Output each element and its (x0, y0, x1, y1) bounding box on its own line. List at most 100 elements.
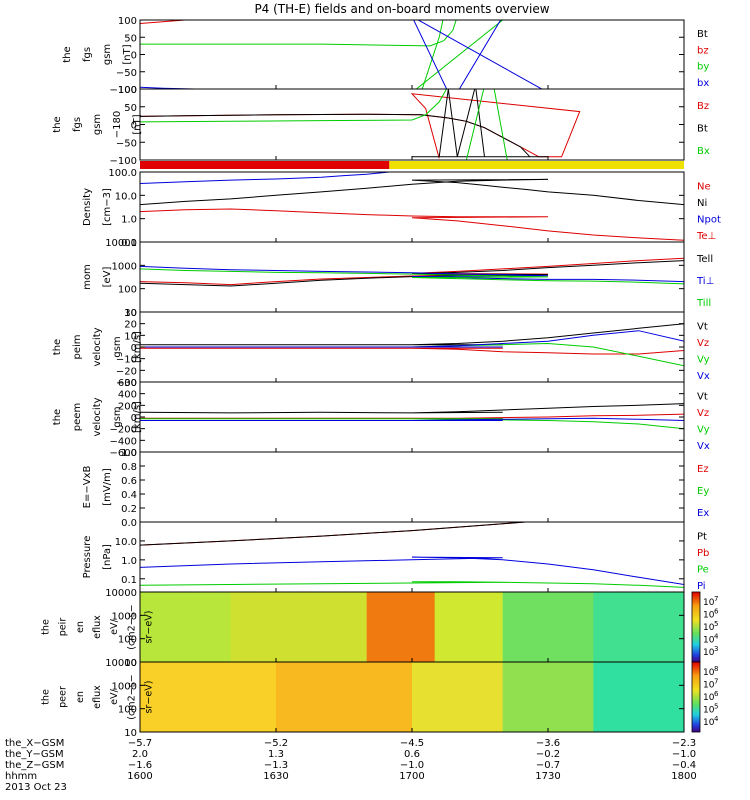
y-tick-label: 50 (124, 33, 137, 44)
y-axis-label-line: en (75, 621, 86, 633)
y-axis-label-line: E=−VxB (82, 466, 93, 509)
series-group (140, 257, 684, 287)
colorbar-peir_spec (691, 591, 701, 663)
y-tick-label: −100 (110, 156, 137, 167)
legend-entry: Bt (697, 29, 708, 40)
colorbar-tick-exp: 3 (714, 645, 718, 653)
y-axis-label: E=−VxB [mV/m] (82, 466, 113, 509)
y-tick-label: 30 (124, 308, 137, 319)
series-line-by (140, 20, 504, 89)
figure-title: P4 (TH-E) fields and on-board moments ov… (254, 2, 549, 16)
panel-fgs: Bt bz by bx 100 50 0 −50 −100 the fgs gsm [nT] (62, 16, 709, 96)
legend-entry: Vx (697, 441, 710, 452)
legend-entry: Vt (697, 321, 708, 332)
y-axis-label-line: sr−eV) (143, 610, 154, 643)
heatmap-cell (276, 662, 413, 732)
x-axis-row-label: the_Y−GSM (5, 749, 64, 760)
y-axis-label-line: (cm2−s− (126, 604, 137, 649)
legend-entry: Vt (697, 391, 708, 402)
legend-entry: Till (696, 298, 711, 309)
series-line-Pi (140, 556, 684, 586)
colorbar-tick-exp: 4 (714, 633, 719, 641)
y-tick-label: 10000 (105, 588, 137, 599)
legend-entry: Tell (696, 254, 713, 265)
y-tick-label: 10.0 (115, 191, 137, 202)
colorbar-tick-exp: 5 (714, 620, 718, 628)
y-tick-label: 0.6 (121, 476, 137, 487)
y-axis-label-line: velocity (92, 327, 103, 366)
y-tick-label: −10 (116, 355, 137, 366)
x-axis-tick-value: −1.0 (672, 749, 696, 760)
legend-entry: Ne (697, 181, 711, 192)
y-axis-label-line: [km/s] (132, 401, 143, 433)
y-tick-label: 100 (118, 16, 137, 27)
y-tick-label: 50 (124, 103, 137, 114)
y-axis-label-line: eV/ (109, 688, 120, 704)
colorbar-tick-base: 10 (703, 623, 715, 633)
y-tick-label: −200 (110, 425, 137, 436)
x-axis-tick-value: 1800 (671, 771, 696, 782)
y-axis-label-line: eV/ (109, 618, 120, 634)
y-tick-label: 100 (118, 85, 137, 96)
y-axis-label-line: eflux (92, 615, 103, 639)
series-line-Vy (140, 341, 684, 367)
panel-frame (139, 88, 685, 161)
heatmap-cell (502, 592, 594, 662)
y-axis-label: mom [eV] (82, 264, 113, 290)
series-line-Bt (140, 89, 548, 158)
series-line-Vx (140, 330, 684, 348)
y-axis-label-line: peem (72, 403, 83, 431)
colorbar-tick-exp: 5 (714, 703, 718, 711)
series-group (140, 522, 684, 588)
series-line-Tell (140, 260, 684, 287)
x-axis-tick-value: 1600 (127, 771, 152, 782)
legend-entry: Vz (697, 338, 709, 349)
y-axis-label: the peim velocity gsm [km/s] (52, 327, 143, 366)
series-line-Pe (140, 580, 684, 588)
x-axis-tick-value: −5.2 (264, 738, 288, 749)
colorbar-tick-exp: 8 (714, 665, 718, 673)
y-axis-label-line: the (52, 409, 63, 425)
series-group (140, 400, 684, 430)
panel-frame (139, 171, 685, 243)
series-line-Ti⊥ (140, 265, 684, 283)
y-tick-label: 0.8 (121, 462, 137, 473)
y-tick-label: 100 (118, 635, 137, 646)
legend-entry: Bx (697, 146, 710, 157)
heatmap-cell (434, 592, 504, 662)
x-axis-tick-value: −1.3 (264, 760, 288, 771)
legend-entry: Ez (697, 464, 709, 475)
panel-temperature: Tell Ti⊥ Till 10000 1000 100 10 mom [eV] (82, 238, 714, 319)
x-axis-labels: the_X−GSM −5.7 −5.2 −4.5 −3.6 −2.3 the_Y−GSM 2.… (5, 738, 697, 793)
y-tick-label: −400 (110, 436, 137, 447)
y-tick-label: 10 (124, 308, 137, 319)
y-tick-label: 1000 (112, 611, 137, 622)
legend-entry: Ex (697, 508, 709, 519)
series-line-Ni (140, 178, 684, 206)
series-line-Vz (140, 411, 684, 419)
x-axis-tick-value: −4.5 (400, 738, 424, 749)
y-tick-label: 0 (131, 343, 137, 354)
series-line-Pt (140, 522, 526, 546)
legend-entry: Ti⊥ (696, 276, 714, 287)
series-line-Bx (140, 89, 521, 160)
y-tick-label: 1000 (112, 681, 137, 692)
heatmap-cell (412, 662, 504, 732)
colorbar-tick-base: 10 (703, 668, 715, 678)
y-tick-label: 10000 (105, 238, 137, 249)
y-axis-label-line: (cm2−s− (126, 674, 137, 719)
y-tick-label: 100 (118, 285, 137, 296)
series-line-Vt (140, 323, 684, 346)
x-axis-tick-value: −0.7 (536, 760, 560, 771)
y-tick-label: 20 (124, 320, 137, 331)
y-tick-label: 1.0 (121, 215, 137, 226)
y-axis-label: the fgs gsm [nT] (62, 44, 133, 65)
x-axis-row-label: the_X−GSM (5, 738, 64, 749)
series-line-Vy (140, 418, 684, 430)
y-tick-label: 0.0 (121, 518, 137, 529)
y-axis-label: the fgs gsm −180 [nT] (52, 111, 143, 138)
